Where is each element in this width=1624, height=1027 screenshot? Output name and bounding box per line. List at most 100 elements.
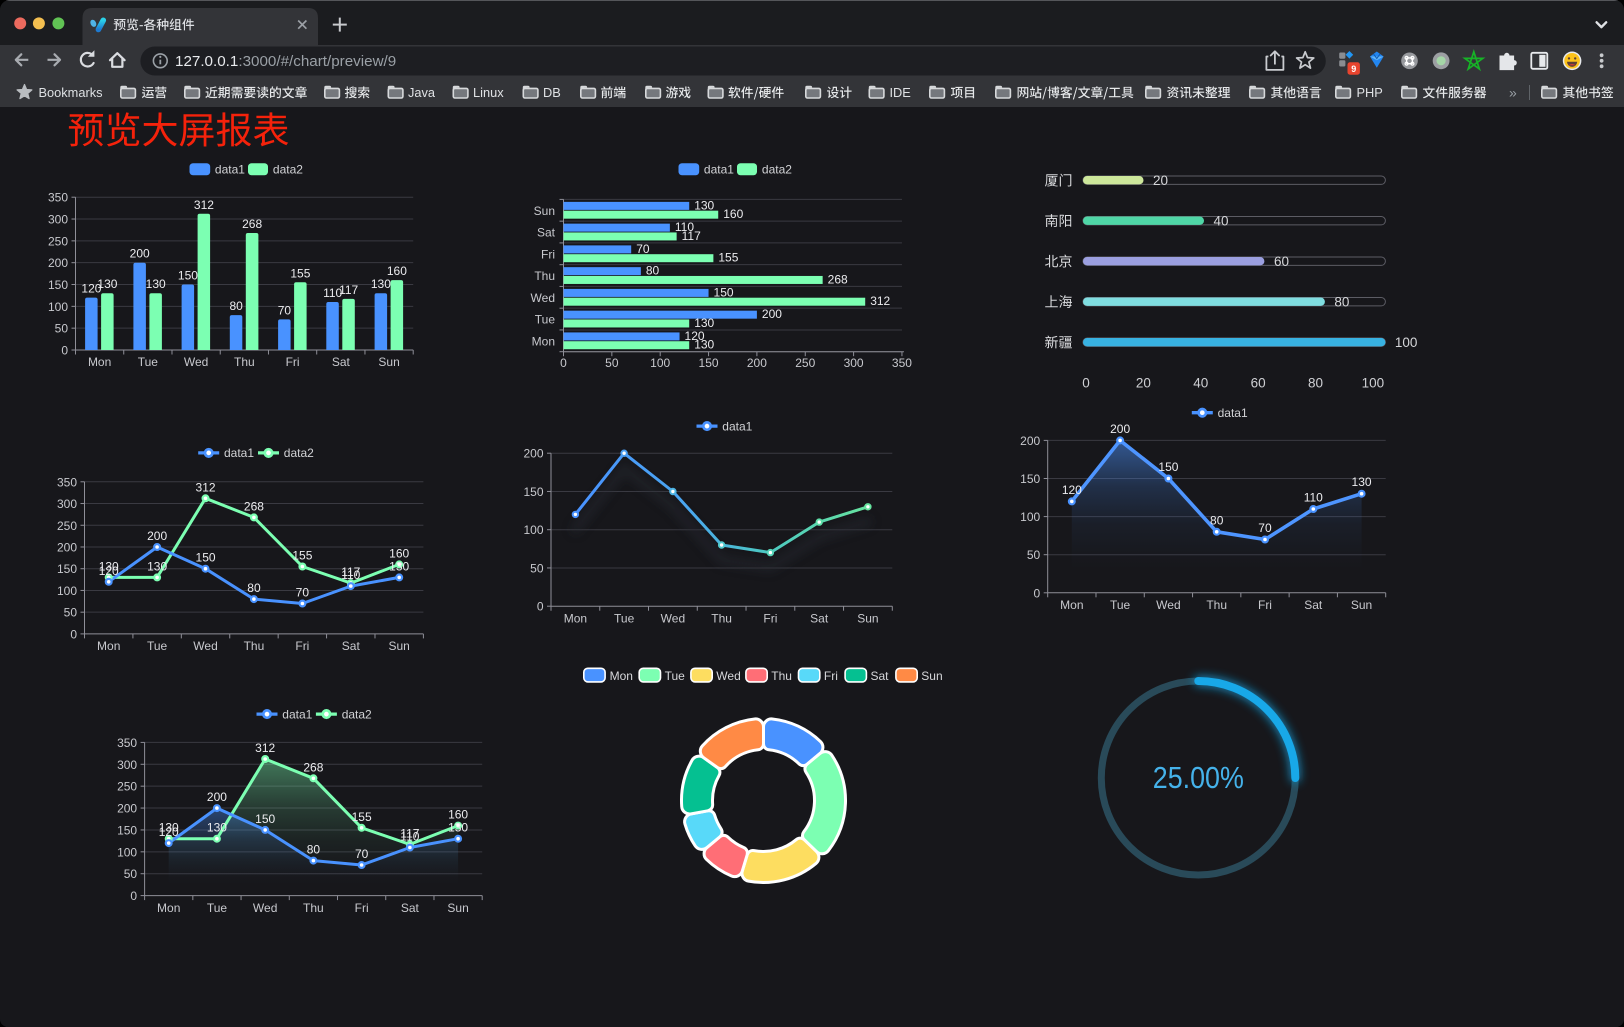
svg-text:Sun: Sun <box>389 639 410 653</box>
svg-text:100: 100 <box>1362 376 1385 391</box>
svg-text:300: 300 <box>117 758 137 772</box>
svg-text:110: 110 <box>1304 490 1323 504</box>
svg-text:data1: data1 <box>215 163 245 177</box>
svg-text:312: 312 <box>255 741 275 755</box>
svg-text:110: 110 <box>400 829 419 843</box>
svg-text:Sat: Sat <box>1304 598 1323 612</box>
svg-text:Wed: Wed <box>253 901 277 915</box>
svg-text:70: 70 <box>1258 521 1272 535</box>
svg-text:Thu: Thu <box>534 269 555 283</box>
svg-text:117: 117 <box>400 826 419 840</box>
svg-text:Mon: Mon <box>97 639 120 653</box>
svg-text:100: 100 <box>1395 335 1418 350</box>
svg-text:Bookmarks: Bookmarks <box>39 85 103 100</box>
svg-text:data1: data1 <box>704 163 734 177</box>
svg-text:50: 50 <box>530 561 544 575</box>
svg-text:155: 155 <box>352 810 372 824</box>
svg-text:150: 150 <box>255 812 275 826</box>
svg-text:PHP: PHP <box>1357 85 1383 100</box>
svg-text:200: 200 <box>117 802 137 816</box>
svg-text:268: 268 <box>828 272 848 286</box>
svg-text:Fri: Fri <box>295 639 309 653</box>
svg-text:120: 120 <box>99 564 119 578</box>
svg-text:Sun: Sun <box>921 669 942 683</box>
svg-text:200: 200 <box>747 356 767 370</box>
svg-text:Tue: Tue <box>665 669 686 683</box>
svg-text:250: 250 <box>117 780 137 794</box>
svg-text:Thu: Thu <box>234 355 255 369</box>
svg-text:Wed: Wed <box>1156 598 1180 612</box>
svg-text:50: 50 <box>124 867 138 881</box>
svg-text:data1: data1 <box>282 707 312 721</box>
svg-text:130: 130 <box>694 316 714 330</box>
svg-text:50: 50 <box>605 356 619 370</box>
svg-text:110: 110 <box>341 568 360 582</box>
svg-text:117: 117 <box>682 229 701 243</box>
svg-text:150: 150 <box>523 485 543 499</box>
svg-text:130: 130 <box>1352 475 1372 489</box>
svg-text:130: 130 <box>146 277 166 291</box>
svg-text:100: 100 <box>117 845 137 859</box>
svg-text:Mon: Mon <box>1060 598 1083 612</box>
svg-text:Thu: Thu <box>771 669 792 683</box>
svg-text:»: » <box>1509 85 1517 101</box>
svg-text:0: 0 <box>1082 376 1090 391</box>
svg-text:100: 100 <box>523 523 543 537</box>
svg-text:Mon: Mon <box>564 612 587 626</box>
svg-text:155: 155 <box>718 251 738 265</box>
svg-text:150: 150 <box>714 285 734 299</box>
svg-text:120: 120 <box>159 825 179 839</box>
svg-text:130: 130 <box>97 277 117 291</box>
svg-text:Thu: Thu <box>303 901 324 915</box>
svg-text:Sat: Sat <box>401 901 420 915</box>
svg-text:Wed: Wed <box>531 291 555 305</box>
svg-text:110: 110 <box>675 220 694 234</box>
svg-text:350: 350 <box>117 736 137 750</box>
svg-text:250: 250 <box>48 234 68 248</box>
svg-text:40: 40 <box>1213 214 1228 229</box>
svg-text:200: 200 <box>48 256 68 270</box>
svg-text:200: 200 <box>762 307 782 321</box>
svg-text:350: 350 <box>892 356 912 370</box>
svg-text:130: 130 <box>159 821 179 835</box>
svg-text:312: 312 <box>196 480 216 494</box>
svg-text:200: 200 <box>523 447 543 461</box>
svg-text:268: 268 <box>244 499 264 513</box>
svg-text:0: 0 <box>70 627 77 641</box>
svg-text:80: 80 <box>1308 376 1323 391</box>
svg-text:350: 350 <box>48 191 68 205</box>
svg-text:200: 200 <box>207 790 227 804</box>
svg-text:data2: data2 <box>342 707 372 721</box>
svg-text:data1: data1 <box>722 419 752 433</box>
svg-text:120: 120 <box>81 282 101 296</box>
svg-text:Thu: Thu <box>244 639 265 653</box>
svg-text:130: 130 <box>389 559 409 573</box>
svg-text:Mon: Mon <box>610 669 633 683</box>
svg-text:40: 40 <box>1193 376 1208 391</box>
svg-text:Fri: Fri <box>824 669 838 683</box>
svg-text:Sat: Sat <box>332 355 351 369</box>
svg-text:70: 70 <box>355 847 369 861</box>
svg-text:80: 80 <box>247 581 261 595</box>
svg-text:Tue: Tue <box>207 901 228 915</box>
svg-text:160: 160 <box>387 264 407 278</box>
svg-text:200: 200 <box>130 247 150 261</box>
svg-text:160: 160 <box>723 207 743 221</box>
svg-text:0: 0 <box>61 344 68 358</box>
svg-text:0: 0 <box>130 889 137 903</box>
svg-text:Sun: Sun <box>378 355 399 369</box>
svg-text:Fri: Fri <box>1258 598 1272 612</box>
svg-text:110: 110 <box>323 286 342 300</box>
svg-text:Sun: Sun <box>857 612 878 626</box>
svg-text:20: 20 <box>1153 173 1168 188</box>
svg-text:130: 130 <box>371 277 391 291</box>
svg-text:130: 130 <box>448 821 468 835</box>
svg-text:Mon: Mon <box>157 901 180 915</box>
svg-text:Tue: Tue <box>614 612 635 626</box>
svg-text:200: 200 <box>147 529 167 543</box>
svg-text:312: 312 <box>194 198 214 212</box>
svg-text:data2: data2 <box>273 163 303 177</box>
svg-text:130: 130 <box>694 198 714 212</box>
svg-text:data1: data1 <box>224 446 254 460</box>
svg-text:117: 117 <box>341 565 360 579</box>
